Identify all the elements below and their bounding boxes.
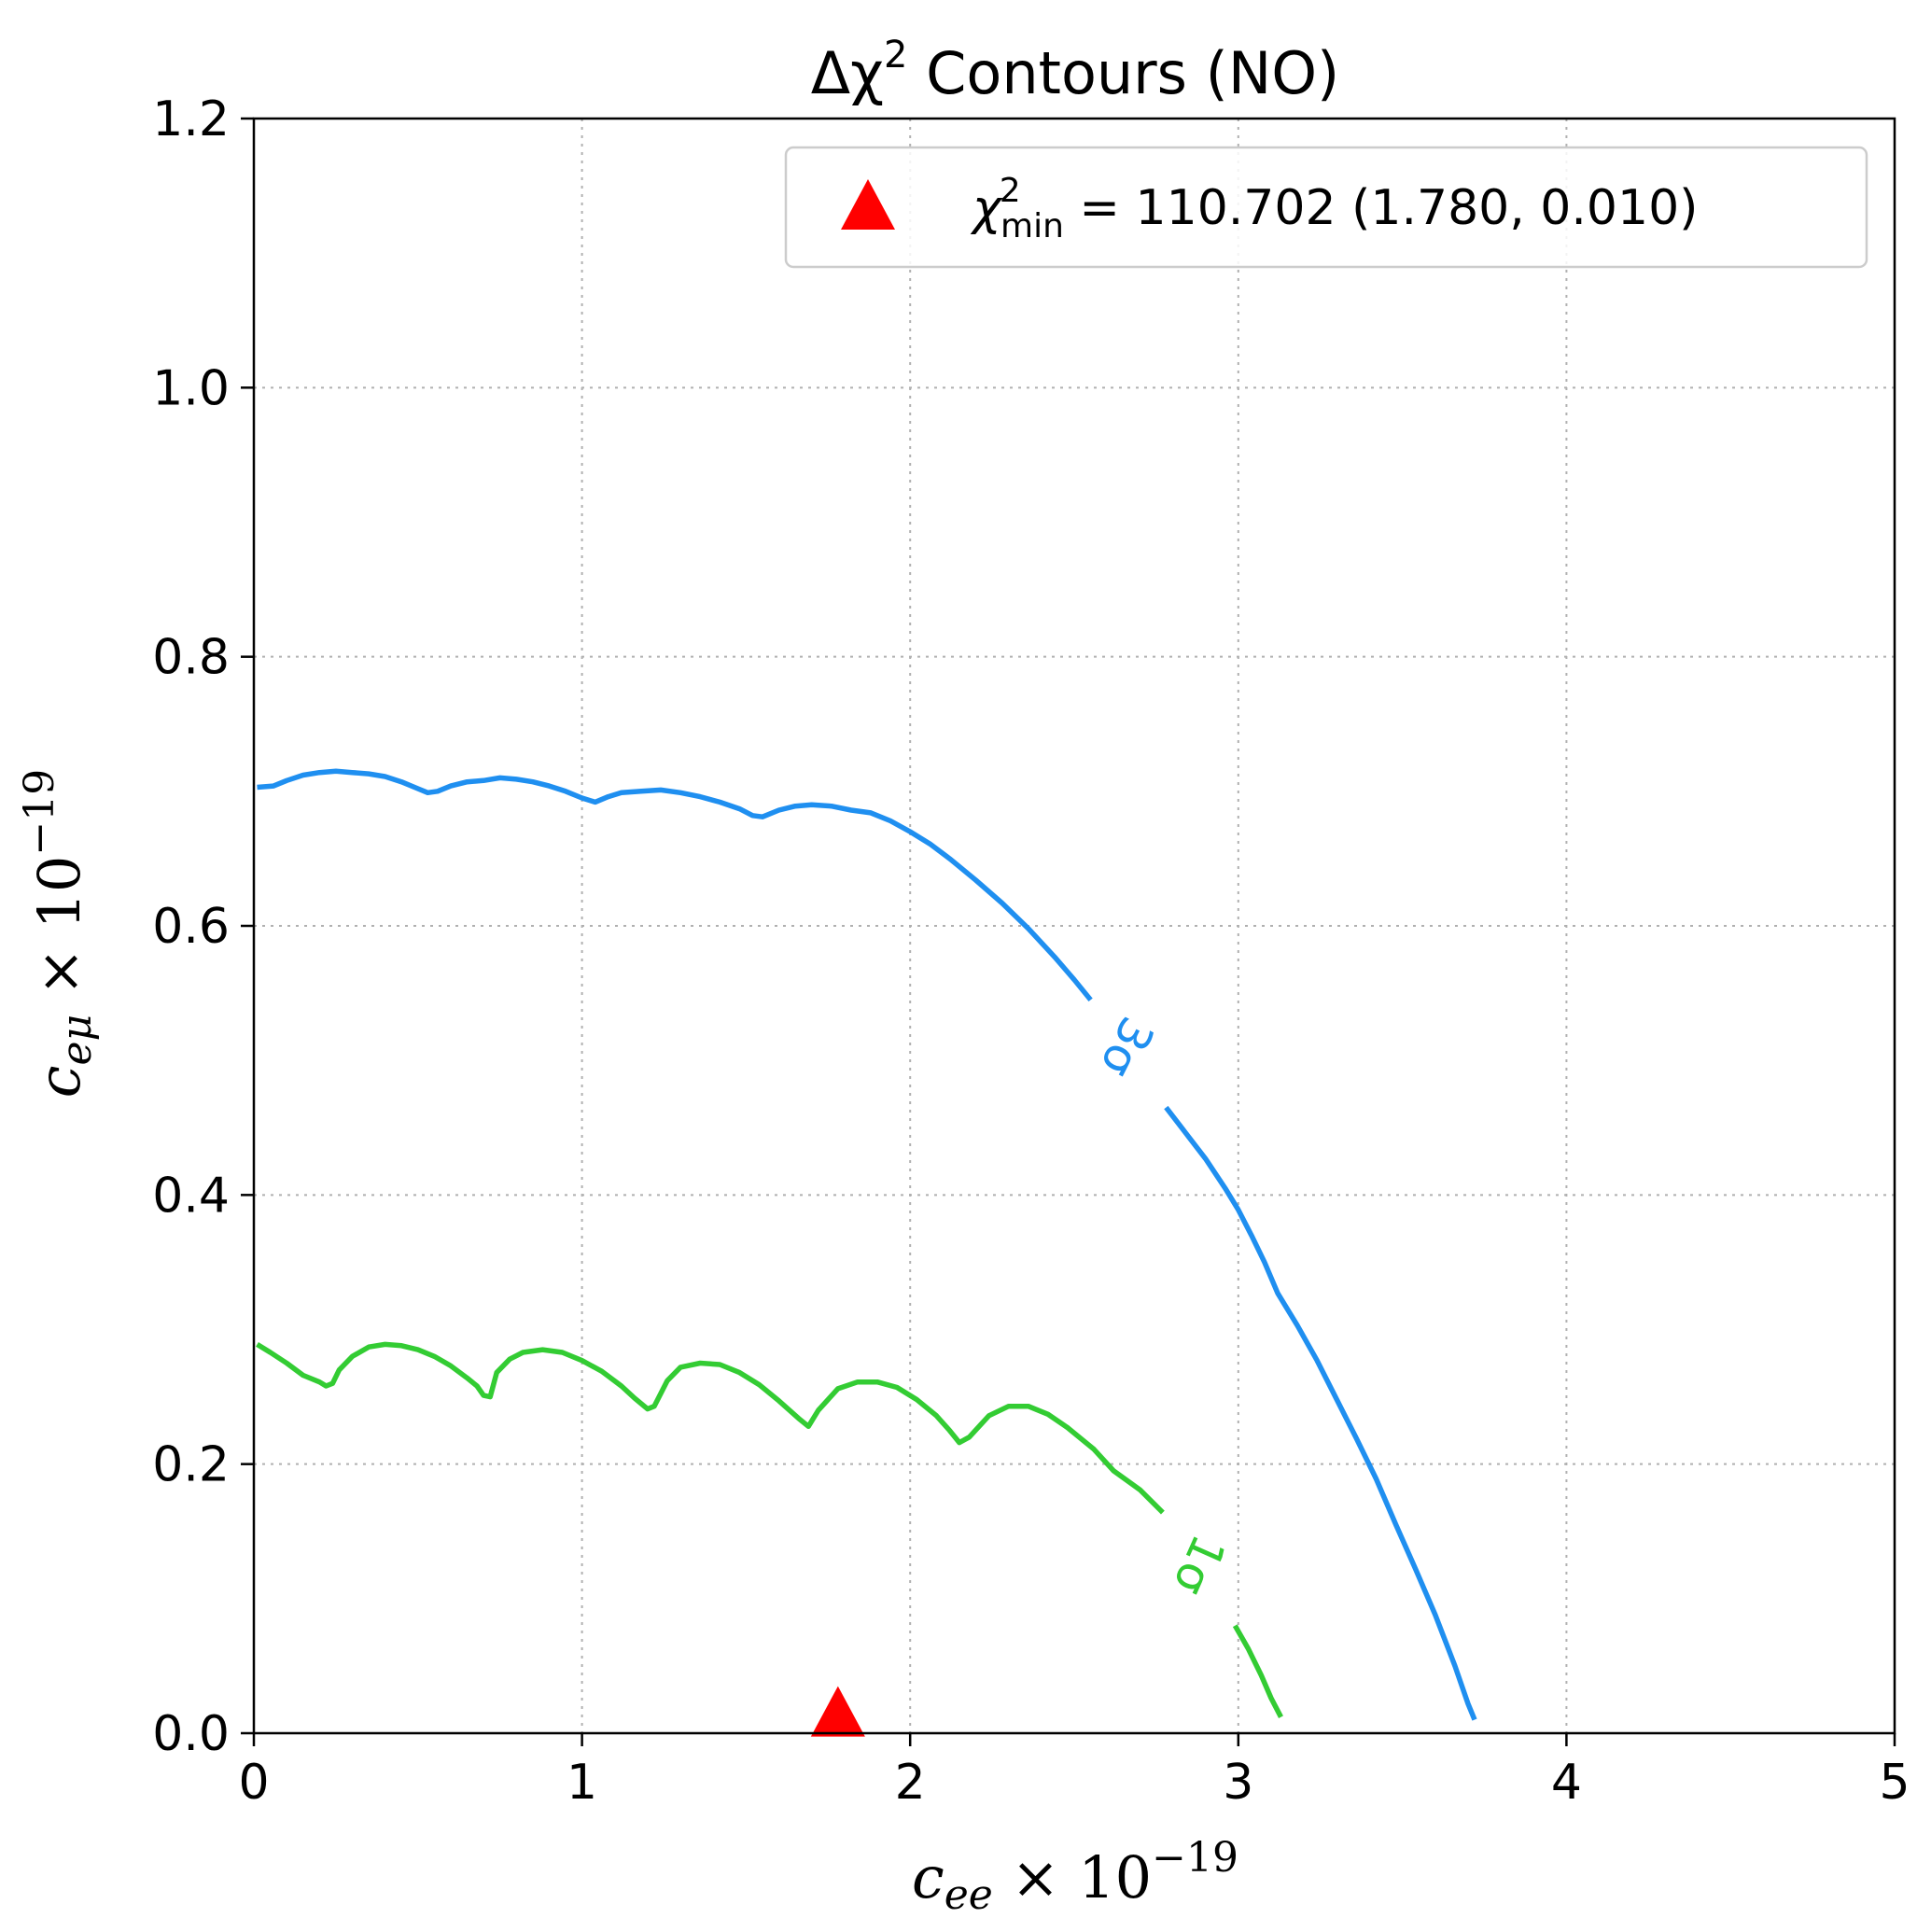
y-tick-label-6: 1.2 <box>152 91 230 147</box>
chart-title-rest: Contours (NO) <box>907 39 1339 107</box>
y-axis-label: ceμ × 10−19 <box>16 769 101 1099</box>
x-tick-label-0: 0 <box>238 1755 269 1811</box>
x-axis-label-sup: −19 <box>1152 1834 1238 1882</box>
y-axis-label-times: × 10 <box>25 856 93 1015</box>
legend-rest: = 110.702 (1.780, 0.010) <box>1064 180 1699 236</box>
legend-entry: χ2 min = 110.702 (1.780, 0.010) <box>970 172 1698 245</box>
x-axis-label-sub: ee <box>945 1871 993 1919</box>
contour-line-1sigma-segment-0 <box>256 1341 1165 1515</box>
legend-box <box>784 146 1868 269</box>
y-axis-label-var: c <box>25 1066 93 1099</box>
legend-triangle-marker <box>841 179 895 230</box>
x-tick-label-4: 4 <box>1551 1755 1582 1811</box>
y-tick-label-4: 0.8 <box>152 630 230 686</box>
x-axis-ticks: 0 1 2 3 4 5 <box>238 1733 1910 1811</box>
x-tick-label-2: 2 <box>895 1755 926 1811</box>
y-tick-label-5: 1.0 <box>152 360 230 416</box>
y-tick-label-3: 0.6 <box>152 899 230 955</box>
chart-title-main: Δχ <box>811 39 884 107</box>
contour-lines <box>256 768 1477 1721</box>
chart-title-sup: 2 <box>884 34 907 77</box>
legend-sup: 2 <box>1000 172 1021 210</box>
best-fit-marker <box>810 1686 865 1737</box>
contour-line-1sigma-segment-1 <box>1232 1624 1283 1718</box>
y-tick-label-2: 0.4 <box>152 1168 230 1224</box>
legend-sub: min <box>1000 207 1064 245</box>
y-axis-label-sup: −19 <box>16 769 63 856</box>
x-axis-label: cee × 10−19 <box>912 1834 1238 1919</box>
legend: χ2 min = 110.702 (1.780, 0.010) <box>784 146 1868 269</box>
y-axis-ticks: 0.0 0.2 0.4 0.6 0.8 1.0 1.2 <box>152 91 254 1762</box>
x-axis-label-times: × 10 <box>993 1843 1152 1911</box>
x-tick-label-1: 1 <box>567 1755 597 1811</box>
grid-lines <box>254 119 1895 1733</box>
y-axis-label-sub: eμ <box>53 1015 101 1066</box>
x-axis-label-var: c <box>912 1843 945 1911</box>
y-tick-label-0: 0.0 <box>152 1706 230 1762</box>
contour-line-3sigma-segment-1 <box>1164 1105 1477 1721</box>
contour-line-3sigma-segment-0 <box>257 768 1093 1002</box>
chart-title: Δχ2 Contours (NO) <box>811 34 1340 107</box>
y-tick-label-1: 0.2 <box>152 1437 230 1493</box>
x-tick-label-5: 5 <box>1879 1755 1910 1811</box>
legend-var: χ <box>970 180 1003 236</box>
x-tick-label-3: 3 <box>1223 1755 1253 1811</box>
best-fit-markers <box>810 1686 865 1737</box>
